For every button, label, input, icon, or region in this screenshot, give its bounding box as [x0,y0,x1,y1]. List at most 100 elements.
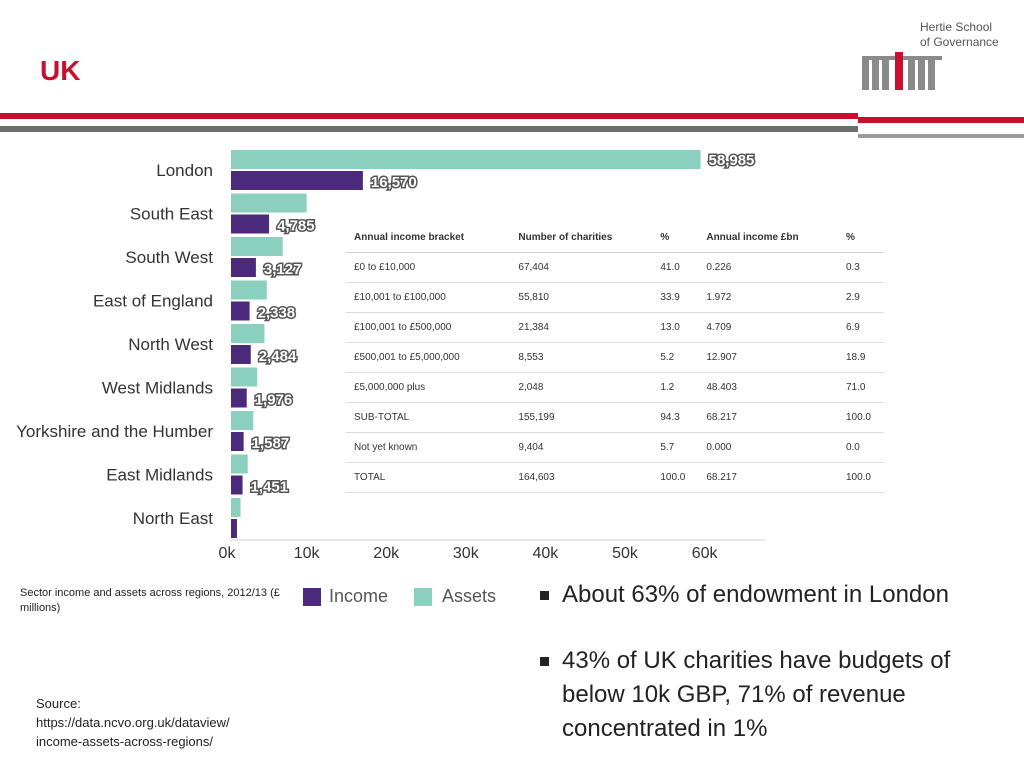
table-header-cell: Annual income bracket [346,222,510,253]
x-tick-label: 0k [219,545,237,562]
category-label: East of England [93,292,213,311]
data-label-income: 2,484 [259,348,297,365]
table-cell: 68.217 [698,463,838,493]
square-bullet-icon [540,657,549,666]
source-url-line-1: https://data.ncvo.org.uk/dataview/ [36,713,296,732]
logo-line-2: of Governance [920,35,999,50]
data-label-income: 3,127 [264,261,302,278]
table-header-cell: Number of charities [510,222,652,253]
table-cell: 4.709 [698,313,838,343]
table-cell: 21,384 [510,313,652,343]
bullet-item: 43% of UK charities have budgets of belo… [540,644,1010,746]
bar-income [231,258,256,277]
table-header-cell: % [838,222,884,253]
table-cell: 5.2 [652,343,698,373]
bar-income [231,432,244,451]
table-cell: 100.0 [838,463,884,493]
data-label-income: 16,570 [371,174,417,191]
bar-assets [231,324,264,343]
category-label: East Midlands [106,466,213,485]
table-cell: 68.217 [698,403,838,433]
table-cell: 55,810 [510,283,652,313]
table-cell: 9,404 [510,433,652,463]
source-url-line-2: income-assets-across-regions/ [36,732,296,751]
bar-assets [231,281,267,300]
table-cell: 94.3 [652,403,698,433]
table-cell: 67,404 [510,253,652,283]
bar-assets [231,194,307,213]
data-label-assets: 58,985 [709,152,755,169]
table-cell: 0.0 [838,433,884,463]
legend-assets-label: Assets [442,586,496,607]
source-label: Source: [36,694,296,713]
legend-income-label: Income [329,586,388,607]
table-cell: 1.972 [698,283,838,313]
data-label-income: 4,785 [277,218,315,235]
table-cell: 8,553 [510,343,652,373]
table-cell: Not yet known [346,433,510,463]
bar-assets [231,498,241,517]
header-rule-gray-right [858,134,1024,138]
x-tick-label: 60k [692,545,719,562]
bar-assets [231,455,248,474]
bar-income [231,389,247,408]
table-cell: 71.0 [838,373,884,403]
logo-mark-icon [862,52,942,90]
table-cell: £10,001 to £100,000 [346,283,510,313]
bar-income [231,345,251,364]
legend-assets-swatch [414,588,432,606]
bar-assets [231,411,253,430]
table-cell: SUB-TOTAL [346,403,510,433]
x-tick-label: 30k [453,545,480,562]
x-tick-label: 10k [294,545,321,562]
table-cell: 6.9 [838,313,884,343]
table-cell: 0.3 [838,253,884,283]
table-cell: 0.000 [698,433,838,463]
table-cell: £0 to £10,000 [346,253,510,283]
table-header-row: Annual income bracket Number of charitie… [346,222,884,253]
table-cell: 164,603 [510,463,652,493]
category-label: South West [125,248,213,267]
table-header-cell: Annual income £bn [698,222,838,253]
x-tick-label: 40k [533,545,560,562]
data-label-income: 1,451 [251,479,289,496]
data-label-income: 1,587 [252,435,290,452]
bar-income [231,519,237,538]
table-cell: 0.226 [698,253,838,283]
table-cell: TOTAL [346,463,510,493]
square-bullet-icon [540,591,549,600]
table-cell: 1.2 [652,373,698,403]
table-cell: £5,000,000 plus [346,373,510,403]
table-cell: 48.403 [698,373,838,403]
table-cell: 12.907 [698,343,838,373]
table-cell: £100,001 to £500,000 [346,313,510,343]
source-note: Source: https://data.ncvo.org.uk/datavie… [36,694,296,751]
category-label: Yorkshire and the Humber [16,422,213,441]
bar-income [231,215,269,234]
bullet-text: About 63% of endowment in London [562,581,949,608]
bullet-text: 43% of UK charities have budgets of belo… [562,647,950,742]
bar-assets [231,150,701,169]
legend-income: Income [303,586,403,610]
table-cell: 100.0 [838,403,884,433]
table-cell: 155,199 [510,403,652,433]
bar-income [231,171,363,190]
data-label-income: 2,338 [258,305,296,322]
bar-assets [231,368,257,387]
category-label: London [156,161,213,180]
header-rule-red [0,113,858,119]
table-header-cell: % [652,222,698,253]
table-cell: 18.9 [838,343,884,373]
x-tick-label: 50k [612,545,639,562]
table-cell: 100.0 [652,463,698,493]
table-cell: 2,048 [510,373,652,403]
category-label: West Midlands [102,379,213,398]
table-cell: 41.0 [652,253,698,283]
table-cell: £500,001 to £5,000,000 [346,343,510,373]
